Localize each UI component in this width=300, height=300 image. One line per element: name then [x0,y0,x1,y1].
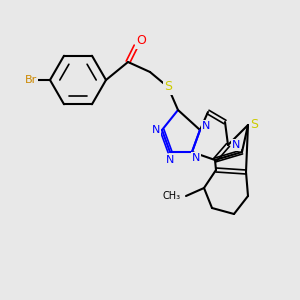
Text: N: N [152,125,160,135]
Text: S: S [164,80,172,94]
Text: N: N [202,121,210,131]
Text: O: O [136,34,146,47]
Text: Br: Br [25,75,37,85]
Text: N: N [166,155,174,165]
Text: N: N [232,140,240,150]
Text: CH₃: CH₃ [163,191,181,201]
Text: N: N [192,153,200,163]
Text: S: S [250,118,258,131]
